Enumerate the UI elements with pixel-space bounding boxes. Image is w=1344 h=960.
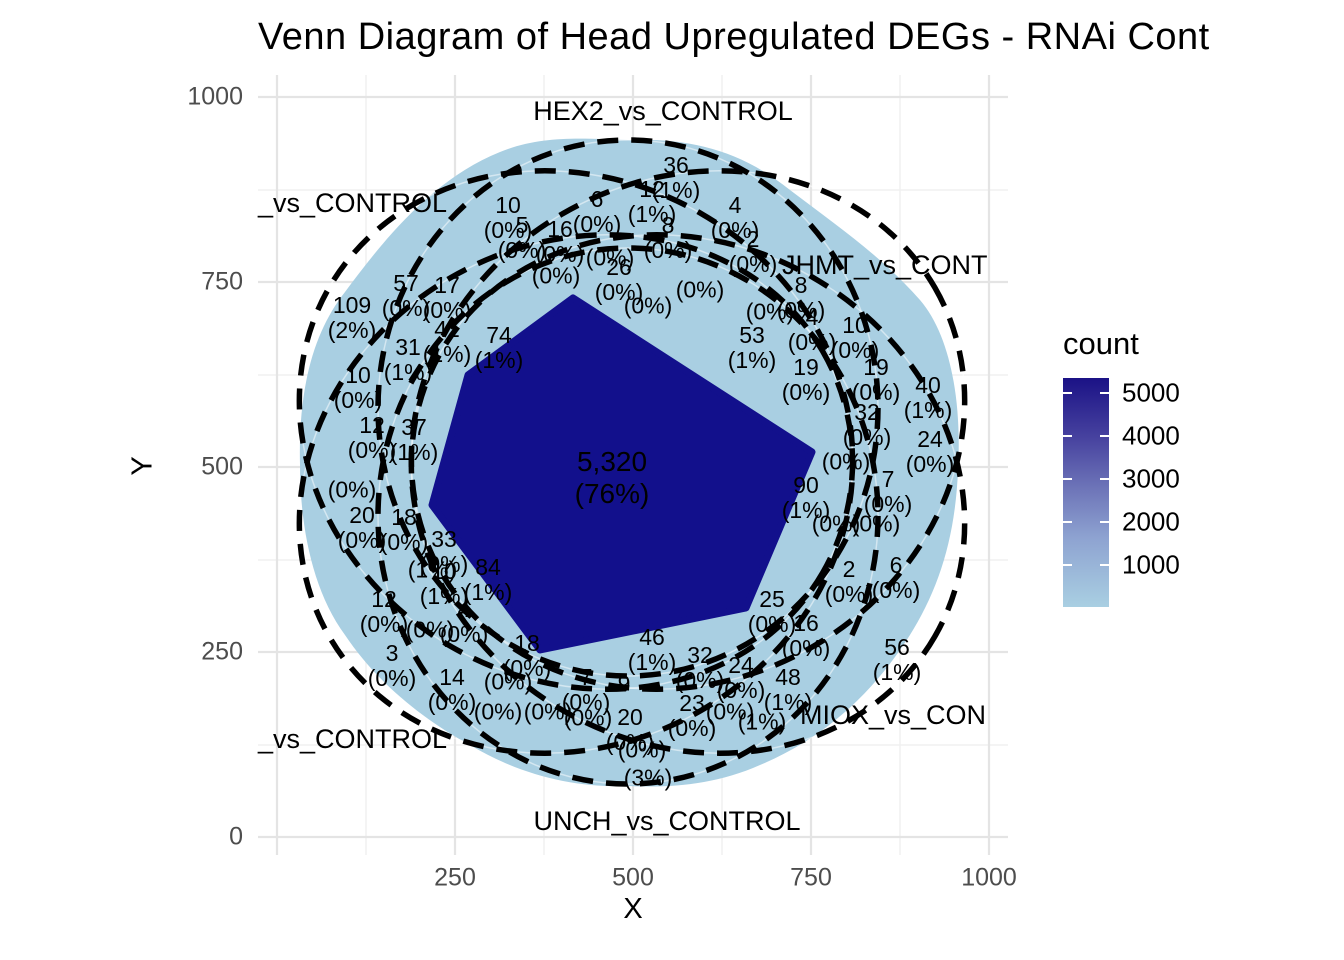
set-outline-miox	[408, 232, 968, 756]
set-outline-unch	[375, 245, 881, 787]
legend-tickmark	[1063, 521, 1072, 523]
y-tick-750: 750	[201, 267, 243, 296]
legend-tickmark	[1063, 478, 1072, 480]
legend-tickmark	[1100, 521, 1109, 523]
legend-gradient-bar	[1063, 378, 1109, 607]
venn-set-outlines	[296, 137, 968, 787]
set-label-hex2: HEX2_vs_CONTROL	[533, 96, 793, 126]
legend-tickmark	[1100, 435, 1109, 437]
set-label-upper-left: _vs_CONTROL	[258, 188, 448, 218]
y-tick-0: 0	[229, 822, 243, 851]
x-tick-500: 500	[612, 863, 654, 892]
legend-tick-1000: 1000	[1122, 549, 1180, 580]
venn-center-intersection	[428, 294, 816, 654]
set-outline-jhmt	[408, 168, 968, 692]
legend-tick-5000: 5000	[1122, 377, 1180, 408]
legend-tickmark	[1063, 392, 1072, 394]
y-tick-500: 500	[201, 452, 243, 481]
set-label-lower-left: _vs_CONTROL	[258, 724, 448, 754]
plot-title: Venn Diagram of Head Upregulated DEGs - …	[258, 16, 1210, 58]
y-tick-250: 250	[201, 637, 243, 666]
y-axis-title: Y	[126, 456, 159, 476]
x-axis-title: X	[623, 893, 643, 925]
set-outline-upper-left	[296, 168, 856, 692]
legend-tickmark	[1100, 478, 1109, 480]
x-tick-250: 250	[434, 863, 476, 892]
legend-tickmark	[1100, 392, 1109, 394]
legend-tick-2000: 2000	[1122, 506, 1180, 537]
set-outline-lower-left	[296, 232, 856, 756]
x-tick-1000: 1000	[961, 863, 1017, 892]
x-tick-750: 750	[790, 863, 832, 892]
legend-title: count	[1063, 326, 1139, 361]
y-tick-1000: 1000	[187, 82, 243, 111]
set-outline-hex2	[375, 137, 881, 679]
legend-tick-3000: 3000	[1122, 463, 1180, 494]
legend-tick-4000: 4000	[1122, 420, 1180, 451]
legend-tickmark	[1063, 564, 1072, 566]
set-label-unch: UNCH_vs_CONTROL	[533, 806, 801, 836]
legend-tickmark	[1063, 435, 1072, 437]
legend-tickmark	[1100, 564, 1109, 566]
